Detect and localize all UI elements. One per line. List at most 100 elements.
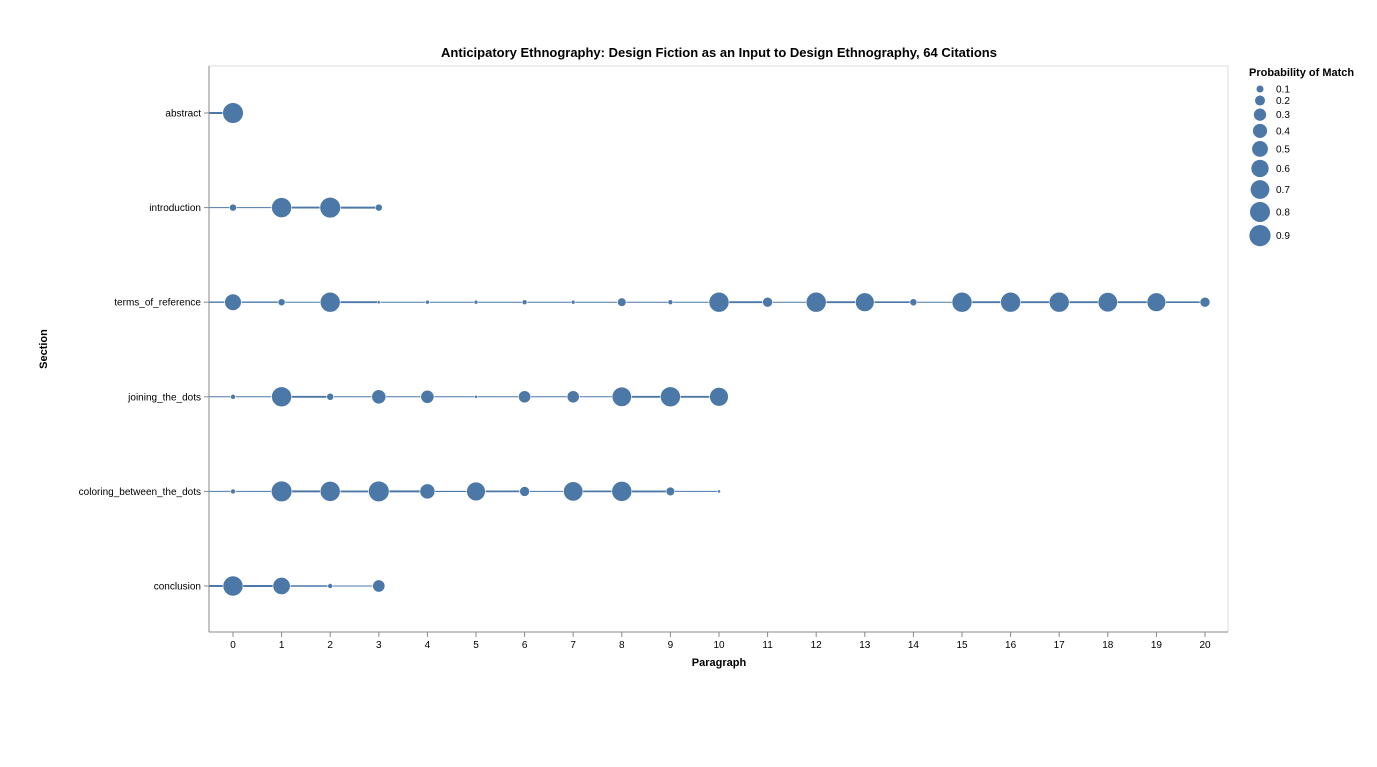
legend-title: Probability of Match xyxy=(1249,67,1354,79)
y-tick-label: conclusion xyxy=(154,582,201,593)
data-point xyxy=(425,299,430,305)
data-point xyxy=(368,480,390,503)
legend: Probability of Match 0.10.2 0.3 0.4 0.5 0.6 0… xyxy=(1249,67,1354,247)
x-tick-label: 6 xyxy=(522,640,528,651)
legend-symbol xyxy=(1252,123,1268,138)
data-point xyxy=(327,583,334,589)
x-tick-label: 8 xyxy=(619,640,625,651)
chart-title: Anticipatory Ethnography: Design Fiction… xyxy=(441,45,997,60)
legend-symbol xyxy=(1249,224,1271,247)
y-tick-label: abstract xyxy=(165,109,201,120)
data-point xyxy=(466,481,486,502)
data-point xyxy=(229,203,237,212)
data-point xyxy=(319,196,341,219)
y-tick-label: introduction xyxy=(149,203,201,214)
data-point xyxy=(270,480,293,503)
x-tick-label: 1 xyxy=(279,640,285,651)
data-point xyxy=(420,389,435,404)
data-point xyxy=(805,291,827,313)
legend-label: 0.4 xyxy=(1276,126,1290,137)
data-point xyxy=(374,203,383,212)
data-point xyxy=(617,297,627,307)
legend-label: 0.1 xyxy=(1276,85,1290,96)
data-point xyxy=(271,386,292,408)
data-point xyxy=(909,298,918,307)
data-point xyxy=(474,394,478,399)
data-point xyxy=(372,579,386,593)
data-point xyxy=(222,575,244,597)
x-tick-label: 18 xyxy=(1102,640,1114,651)
data-point xyxy=(1000,291,1021,313)
x-tick-label: 5 xyxy=(473,640,479,651)
data-point xyxy=(326,392,335,401)
x-tick-label: 15 xyxy=(956,640,968,651)
data-point xyxy=(277,298,286,307)
data-point xyxy=(709,387,729,407)
data-point xyxy=(521,299,528,306)
x-tick-label: 16 xyxy=(1005,640,1017,651)
y-tick-label: joining_the_dots xyxy=(127,392,201,403)
x-axis-title: Paragraph xyxy=(692,657,747,669)
data-point xyxy=(272,577,291,595)
data-point xyxy=(519,486,530,497)
x-tick-label: 14 xyxy=(908,640,920,651)
x-tick-label: 17 xyxy=(1054,640,1066,651)
data-point xyxy=(222,102,244,124)
data-point xyxy=(230,488,236,495)
x-axis: 0 1 2 3 4 5 6 7 8 9 10 11 12 13 14 15 16 17 18 19 20 xyxy=(209,631,1228,651)
legend-symbol xyxy=(1256,85,1264,93)
data-point xyxy=(419,483,436,500)
data-point xyxy=(570,299,576,305)
x-tick-label: 0 xyxy=(230,640,236,651)
legend-symbol xyxy=(1250,180,1270,199)
data-point xyxy=(319,291,341,313)
y-tick-label: coloring_between_the_dots xyxy=(79,487,201,498)
data-point xyxy=(717,489,721,494)
x-tick-label: 12 xyxy=(811,640,823,651)
data-points xyxy=(222,102,1211,597)
data-point xyxy=(708,291,730,313)
x-tick-label: 20 xyxy=(1199,640,1211,651)
data-point xyxy=(1097,292,1118,313)
data-point xyxy=(271,197,292,218)
data-point xyxy=(611,481,633,502)
data-point xyxy=(1048,291,1070,313)
data-point xyxy=(1199,296,1211,308)
y-axis: abstract introduction terms_of_referencejo… xyxy=(79,66,210,632)
legend-symbol xyxy=(1254,95,1266,106)
legend-label: 0.9 xyxy=(1276,231,1290,242)
data-point xyxy=(611,386,632,407)
legend-symbol xyxy=(1253,108,1267,121)
y-tick-label: terms_of_reference xyxy=(114,298,201,309)
legend-symbol xyxy=(1251,159,1269,178)
data-point xyxy=(1146,292,1167,312)
data-point xyxy=(667,299,674,306)
x-tick-label: 11 xyxy=(762,640,773,651)
legend-label: 0.5 xyxy=(1276,144,1290,155)
legend-label: 0.3 xyxy=(1276,110,1290,121)
x-tick-label: 10 xyxy=(713,640,725,651)
x-tick-label: 9 xyxy=(668,640,674,651)
data-point xyxy=(230,393,236,400)
data-point xyxy=(566,390,580,404)
data-point xyxy=(224,293,242,311)
data-point xyxy=(319,481,341,502)
data-point xyxy=(855,292,875,312)
y-axis-title: Section xyxy=(38,329,50,369)
legend-label: 0.6 xyxy=(1276,164,1290,175)
data-point xyxy=(371,389,387,405)
x-tick-label: 19 xyxy=(1151,640,1163,651)
series-lines xyxy=(209,111,1205,587)
x-tick-label: 2 xyxy=(327,640,333,651)
data-point xyxy=(762,296,773,308)
data-point xyxy=(665,486,676,497)
plot-frame xyxy=(208,65,1229,633)
legend-label: 0.7 xyxy=(1276,185,1290,196)
data-point xyxy=(951,291,973,313)
x-tick-label: 13 xyxy=(859,640,871,651)
data-point xyxy=(660,386,681,408)
legend-label: 0.2 xyxy=(1276,96,1290,107)
data-point xyxy=(518,390,532,404)
